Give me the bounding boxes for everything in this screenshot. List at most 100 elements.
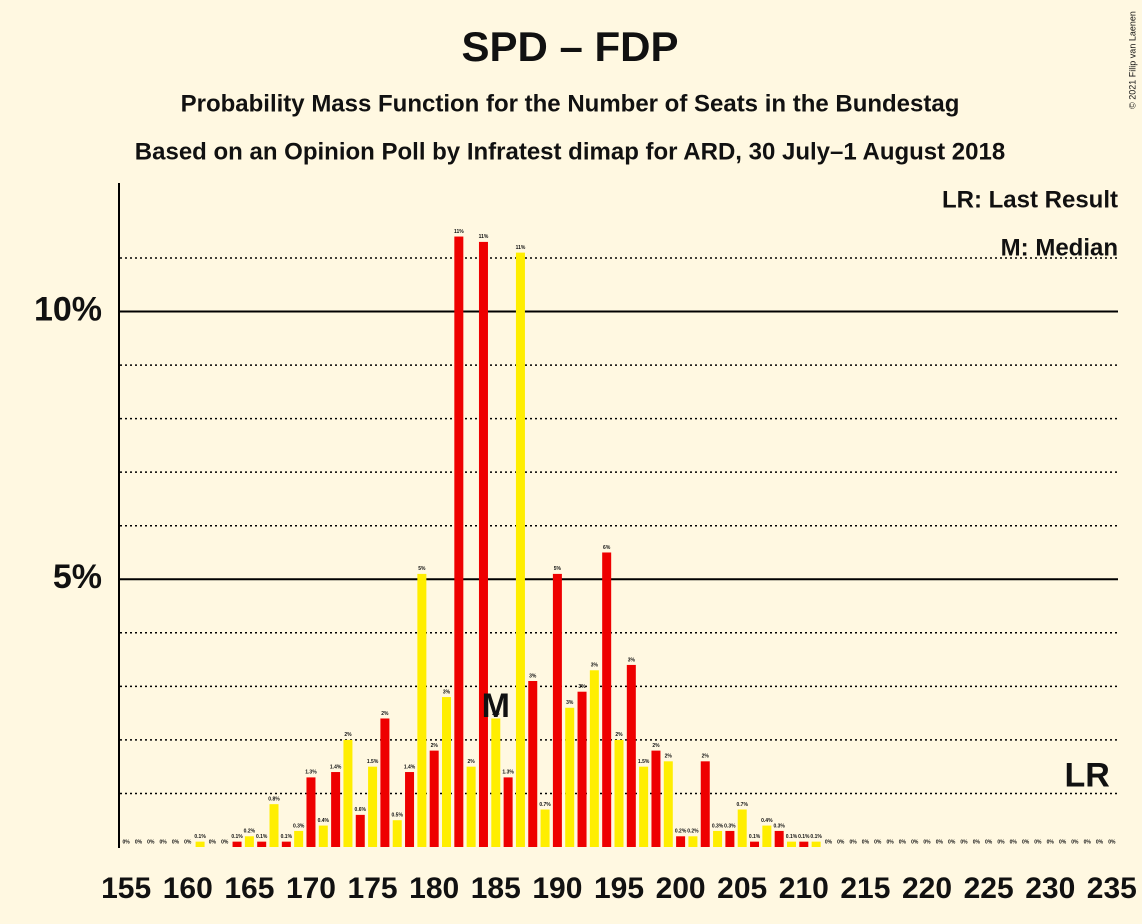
bar — [737, 809, 747, 847]
chart-subtitle: Probability Mass Function for the Number… — [181, 90, 960, 117]
data-label: 0% — [936, 839, 944, 845]
data-label: 1.5% — [638, 759, 650, 765]
data-label: 3% — [591, 663, 599, 669]
x-tick-label: 215 — [840, 872, 890, 905]
data-label: 0% — [837, 839, 845, 845]
y-tick-label: 5% — [53, 558, 102, 596]
chart-subtitle: Based on an Opinion Poll by Infratest di… — [135, 138, 1005, 165]
data-label: 0% — [1034, 839, 1042, 845]
bar — [281, 841, 291, 847]
data-label: 0% — [973, 839, 981, 845]
data-label: 0% — [849, 839, 857, 845]
data-label: 0% — [209, 839, 217, 845]
bar — [343, 739, 353, 847]
bar — [195, 841, 205, 847]
data-label: 11% — [479, 234, 489, 240]
data-label: 0.4% — [318, 818, 330, 824]
x-tick-label: 155 — [101, 872, 151, 905]
data-label: 0% — [135, 839, 143, 845]
data-label: 1.4% — [330, 764, 342, 770]
data-label: 6% — [603, 545, 611, 551]
bar — [331, 772, 341, 847]
bar — [528, 681, 538, 847]
data-label: 0% — [184, 839, 192, 845]
bar — [232, 841, 242, 847]
bar — [639, 766, 649, 847]
data-label: 0.8% — [268, 796, 280, 802]
data-label: 0% — [997, 839, 1005, 845]
data-label: 0.1% — [749, 834, 761, 840]
data-label: 0% — [874, 839, 882, 845]
bar — [811, 841, 821, 847]
data-label: 0% — [923, 839, 931, 845]
data-label: 0.2% — [675, 829, 687, 835]
data-label: 2% — [381, 711, 389, 717]
bar — [786, 841, 796, 847]
data-label: 2% — [431, 743, 439, 749]
bar — [614, 739, 624, 847]
bar — [478, 241, 488, 848]
bar — [355, 814, 365, 847]
data-label: 0.1% — [256, 834, 268, 840]
data-label: 5% — [554, 566, 562, 572]
bar — [454, 236, 464, 847]
data-label: 3% — [529, 673, 537, 679]
data-label: 2% — [615, 732, 623, 738]
annotation: LR — [1065, 756, 1110, 794]
data-label: 0% — [1047, 839, 1055, 845]
bar — [417, 573, 427, 847]
bar — [602, 552, 612, 847]
bar — [491, 718, 501, 847]
data-label: 0% — [960, 839, 968, 845]
data-label: 0.3% — [773, 823, 785, 829]
x-tick-label: 165 — [224, 872, 274, 905]
data-label: 0.6% — [355, 807, 367, 813]
bar — [700, 761, 710, 847]
bar — [663, 761, 673, 847]
y-tick-label: 10% — [34, 291, 102, 329]
data-label: 0% — [862, 839, 870, 845]
bar — [651, 750, 661, 847]
data-label: 1.4% — [404, 764, 416, 770]
bar — [713, 830, 723, 847]
data-label: 0.7% — [539, 802, 551, 808]
data-label: 2% — [652, 743, 660, 749]
bar — [725, 830, 735, 847]
data-label: 0% — [911, 839, 919, 845]
bar — [577, 691, 587, 847]
copyright: © 2021 Filip van Laenen — [1127, 11, 1137, 109]
annotation: M — [482, 687, 510, 725]
data-label: 5% — [418, 566, 426, 572]
data-label: 0.7% — [737, 802, 749, 808]
data-label: 3% — [578, 684, 586, 690]
data-label: 0% — [1059, 839, 1067, 845]
data-label: 0.1% — [810, 834, 822, 840]
data-label: 0.2% — [687, 829, 699, 835]
data-label: 2% — [665, 754, 673, 760]
x-tick-label: 235 — [1087, 872, 1137, 905]
x-tick-label: 170 — [286, 872, 336, 905]
bar — [405, 772, 415, 847]
data-label: 3% — [566, 700, 574, 706]
bar — [503, 777, 513, 847]
data-label: 0.1% — [194, 834, 206, 840]
bar — [515, 252, 525, 847]
data-label: 3% — [443, 689, 451, 695]
data-label: 0% — [825, 839, 833, 845]
data-label: 0% — [948, 839, 956, 845]
bar — [750, 841, 760, 847]
data-label: 0.3% — [712, 823, 724, 829]
legend-entry: M: Median — [1001, 234, 1118, 261]
data-label: 0% — [147, 839, 155, 845]
x-tick-label: 175 — [348, 872, 398, 905]
data-label: 1.5% — [367, 759, 379, 765]
data-label: 0.3% — [724, 823, 736, 829]
bar — [306, 777, 316, 847]
data-label: 0.1% — [281, 834, 293, 840]
data-label: 0.1% — [231, 834, 243, 840]
bar — [774, 830, 784, 847]
data-label: 0.1% — [798, 834, 810, 840]
data-label: 0.5% — [392, 813, 404, 819]
data-label: 11% — [516, 245, 526, 251]
